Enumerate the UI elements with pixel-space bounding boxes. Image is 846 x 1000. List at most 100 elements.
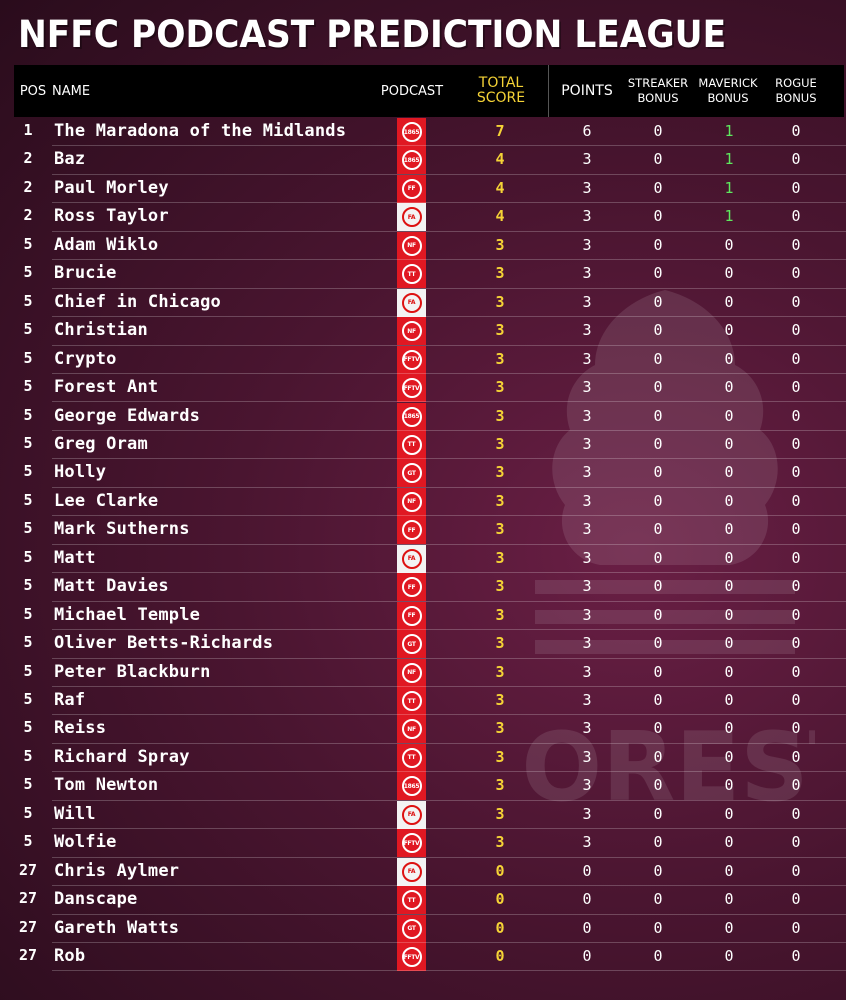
table-row: 5 Adam Wiklo NF 3 3 0 0 0 xyxy=(0,231,846,261)
header-streaker-line2: BONUS xyxy=(637,91,679,105)
row-rogue-bonus: 0 xyxy=(791,947,801,966)
podcast-logo-icon: FF xyxy=(397,601,426,630)
row-divider xyxy=(52,145,846,147)
row-total-score: 3 xyxy=(495,406,505,425)
row-rogue-bonus: 0 xyxy=(791,406,801,425)
row-points: 3 xyxy=(582,321,592,340)
row-rogue-bonus: 0 xyxy=(791,662,801,681)
row-rogue-bonus: 0 xyxy=(791,150,801,169)
row-total-score: 3 xyxy=(495,577,505,596)
header-rogue-line1: ROGUE xyxy=(775,76,817,90)
row-points: 0 xyxy=(582,947,592,966)
row-rogue-bonus: 0 xyxy=(791,776,801,795)
row-points: 3 xyxy=(582,434,592,453)
row-points: 3 xyxy=(582,349,592,368)
row-rogue-bonus: 0 xyxy=(791,207,801,226)
row-points: 3 xyxy=(582,662,592,681)
row-points: 3 xyxy=(582,776,592,795)
row-streaker-bonus: 0 xyxy=(653,833,663,852)
row-position: 2 xyxy=(23,206,33,225)
podcast-badge: 1865 xyxy=(401,150,422,171)
podcast-badge: NF xyxy=(401,662,422,683)
row-player-name: Peter Blackburn xyxy=(54,661,211,682)
row-streaker-bonus: 0 xyxy=(653,548,663,567)
row-player-name: Forest Ant xyxy=(54,377,159,398)
row-position: 5 xyxy=(23,576,33,595)
table-row: 5 Mark Sutherns FF 3 3 0 0 0 xyxy=(0,516,846,545)
row-maverick-bonus: 0 xyxy=(724,491,734,510)
row-rogue-bonus: 0 xyxy=(791,833,801,852)
row-rogue-bonus: 0 xyxy=(791,122,801,140)
row-player-name: Chris Aylmer xyxy=(54,860,180,881)
row-total-score: 0 xyxy=(495,947,505,966)
podcast-badge: GT xyxy=(401,463,422,484)
podcast-badge: NF xyxy=(401,719,422,740)
podcast-logo-icon: FF xyxy=(397,174,426,203)
row-divider xyxy=(52,429,846,431)
podcast-badge: GT xyxy=(401,918,422,939)
row-total-score: 3 xyxy=(495,491,505,510)
row-divider xyxy=(52,458,846,460)
row-maverick-bonus: 0 xyxy=(724,804,734,823)
row-maverick-bonus: 0 xyxy=(724,264,734,283)
row-maverick-bonus: 0 xyxy=(724,292,734,311)
podcast-badge: GT xyxy=(401,634,422,655)
row-streaker-bonus: 0 xyxy=(653,264,663,283)
podcast-logo-icon: FA xyxy=(397,857,426,886)
row-streaker-bonus: 0 xyxy=(653,577,663,596)
row-player-name: Danscape xyxy=(54,889,138,910)
row-rogue-bonus: 0 xyxy=(791,178,801,197)
podcast-logo-icon: GT xyxy=(397,630,426,659)
row-player-name: Holly xyxy=(54,462,107,483)
row-player-name: Reiss xyxy=(54,718,107,739)
row-position: 5 xyxy=(23,661,33,680)
header-name: NAME xyxy=(52,83,91,99)
table-row: 2 Ross Taylor FA 4 3 0 1 0 xyxy=(0,203,846,232)
header-maverick-bonus: MAVERICK BONUS xyxy=(694,65,762,117)
header-points: POINTS xyxy=(561,82,613,99)
podcast-logo-icon: FF xyxy=(397,516,426,545)
row-points: 0 xyxy=(582,890,592,909)
podcast-badge: NF xyxy=(401,235,422,256)
row-position: 5 xyxy=(23,405,33,424)
row-points: 3 xyxy=(582,207,592,226)
row-position: 5 xyxy=(23,604,33,623)
row-position: 5 xyxy=(23,803,33,822)
podcast-logo-icon: NF xyxy=(397,658,426,687)
row-total-score: 3 xyxy=(495,662,505,681)
header-separator xyxy=(548,65,549,117)
row-rogue-bonus: 0 xyxy=(791,378,801,397)
podcast-badge: 1865 xyxy=(401,776,422,797)
row-player-name: Matt Davies xyxy=(54,576,169,597)
table-row: 5 Oliver Betts-Richards GT 3 3 0 0 0 xyxy=(0,630,846,659)
row-player-name: Wolfie xyxy=(54,832,117,853)
row-position: 5 xyxy=(23,263,33,282)
row-total-score: 3 xyxy=(495,747,505,766)
row-rogue-bonus: 0 xyxy=(791,463,801,482)
row-maverick-bonus: 0 xyxy=(724,861,734,880)
row-maverick-bonus: 0 xyxy=(724,918,734,937)
row-position: 5 xyxy=(23,234,33,253)
row-points: 3 xyxy=(582,235,592,254)
table-row: 5 Crypto FFTV 3 3 0 0 0 xyxy=(0,345,846,375)
row-rogue-bonus: 0 xyxy=(791,890,801,909)
row-points: 0 xyxy=(582,918,592,937)
row-points: 3 xyxy=(582,292,592,311)
row-rogue-bonus: 0 xyxy=(791,719,801,738)
row-player-name: Tom Newton xyxy=(54,775,159,796)
row-maverick-bonus: 0 xyxy=(724,548,734,567)
table-row: 5 Tom Newton 1865 3 3 0 0 0 xyxy=(0,772,846,801)
row-player-name: George Edwards xyxy=(54,405,201,426)
row-divider xyxy=(52,515,846,517)
row-position: 5 xyxy=(23,746,33,765)
table-row: 5 Richard Spray TT 3 3 0 0 0 xyxy=(0,743,846,773)
row-streaker-bonus: 0 xyxy=(653,947,663,966)
row-total-score: 0 xyxy=(495,861,505,880)
row-position: 27 xyxy=(18,946,38,965)
row-position: 27 xyxy=(18,889,38,908)
row-points: 3 xyxy=(582,406,592,425)
row-rogue-bonus: 0 xyxy=(791,264,801,283)
row-points: 3 xyxy=(582,747,592,766)
row-player-name: Brucie xyxy=(54,263,117,284)
row-player-name: The Maradona of the Midlands xyxy=(54,121,347,141)
